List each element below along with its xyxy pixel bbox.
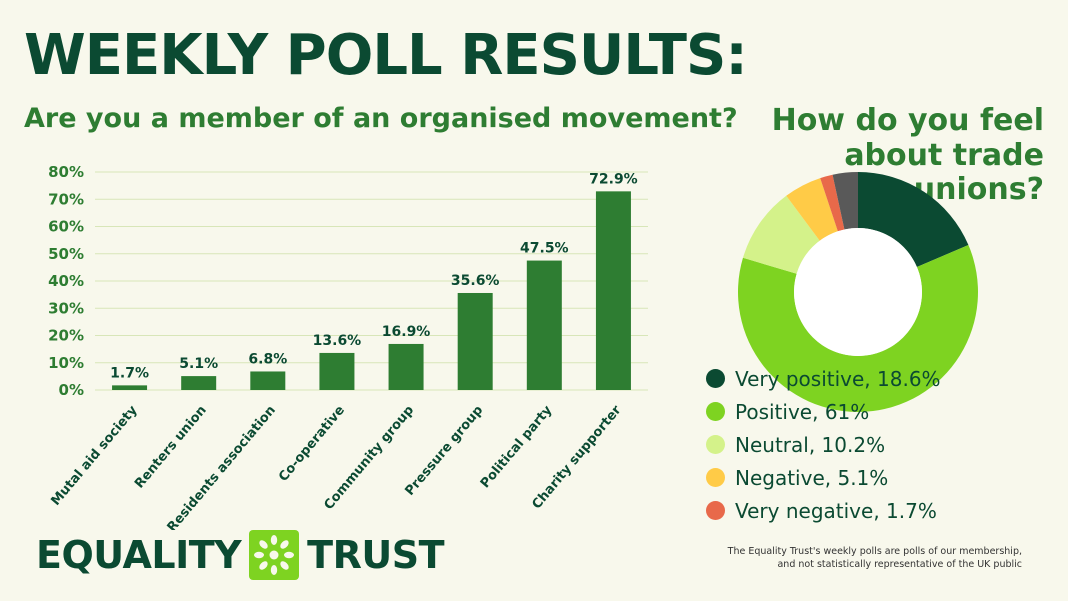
bar — [319, 352, 355, 390]
legend-label: Negative, 5.1% — [735, 465, 889, 490]
x-tick-label: Mutal aid society — [48, 403, 141, 509]
donut-legend: Very positive, 18.6% Positive, 61% Neutral… — [706, 362, 941, 527]
legend-swatch — [706, 402, 725, 421]
bar — [526, 260, 562, 390]
x-tick-label: Renters union — [132, 403, 210, 492]
legend-swatch — [706, 468, 725, 487]
bar — [457, 292, 493, 390]
legend-item: Very positive, 18.6% — [706, 362, 941, 395]
y-tick-label: 60% — [48, 218, 84, 236]
y-tick-label: 70% — [48, 190, 84, 208]
bar-value-label: 6.8% — [248, 351, 287, 367]
donut-chart — [738, 172, 978, 412]
footnote: The Equality Trust's weekly polls are po… — [682, 546, 1022, 572]
bar-chart: 0% 10% 20% 30% 40% 50% 60% 70% 80% 1.7% Mutal aid … — [48, 163, 648, 530]
equality-trust-logo: EQUALITY TRUST — [36, 530, 444, 580]
logo-text-left: EQUALITY — [36, 533, 242, 577]
legend-item: Negative, 5.1% — [706, 461, 941, 494]
x-tick-label: Political party — [478, 403, 556, 492]
x-tick-label: Pressure group — [402, 403, 486, 499]
y-tick-label: 20% — [48, 327, 84, 345]
legend-label: Very negative, 1.7% — [735, 498, 937, 523]
bar-value-label: 47.5% — [520, 241, 569, 257]
bar — [250, 371, 286, 390]
bar-value-label: 72.9% — [589, 171, 638, 187]
donut-slice — [858, 172, 969, 267]
bar — [112, 385, 148, 390]
page-title: WEEKLY POLL RESULTS: — [24, 23, 748, 88]
legend-swatch — [706, 369, 725, 388]
donut-slice — [742, 195, 820, 274]
y-tick-label: 0% — [59, 381, 84, 399]
donut-chart-title: How do you feel about trade unions? — [771, 103, 1044, 207]
logo-mark-icon — [249, 530, 300, 580]
y-tick-label: 30% — [48, 299, 84, 317]
x-tick-label: Co-operative — [276, 403, 348, 485]
donut-slice — [820, 174, 845, 232]
legend-label: Very positive, 18.6% — [735, 366, 941, 391]
logo-text-right: TRUST — [307, 533, 444, 577]
y-tick-label: 10% — [48, 354, 84, 372]
bar — [388, 343, 424, 390]
footnote-line-2: and not statistically representative of … — [777, 558, 1022, 570]
legend-item: Positive, 61% — [706, 395, 941, 428]
legend-label: Neutral, 10.2% — [735, 432, 886, 457]
donut-hole — [794, 228, 922, 356]
y-tick-label: 80% — [48, 163, 84, 181]
legend-label: Positive, 61% — [735, 399, 870, 424]
bar-chart-title: Are you a member of an organised movemen… — [24, 103, 738, 134]
donut-slice — [738, 245, 978, 412]
bar-value-label: 16.9% — [382, 324, 431, 340]
bar — [595, 191, 631, 390]
footnote-line-1: The Equality Trust's weekly polls are po… — [727, 546, 1022, 557]
donut-slice — [832, 172, 858, 230]
donut-slice — [786, 178, 838, 241]
bar-value-label: 13.6% — [313, 333, 362, 349]
bar — [181, 376, 217, 390]
legend-swatch — [706, 501, 725, 520]
legend-item: Very negative, 1.7% — [706, 494, 941, 527]
bar-value-label: 35.6% — [451, 273, 500, 289]
legend-swatch — [706, 435, 725, 454]
legend-item: Neutral, 10.2% — [706, 428, 941, 461]
y-tick-label: 40% — [48, 272, 84, 290]
y-tick-label: 50% — [48, 245, 84, 263]
bar-value-label: 1.7% — [110, 365, 149, 381]
bar-value-label: 5.1% — [179, 356, 218, 372]
